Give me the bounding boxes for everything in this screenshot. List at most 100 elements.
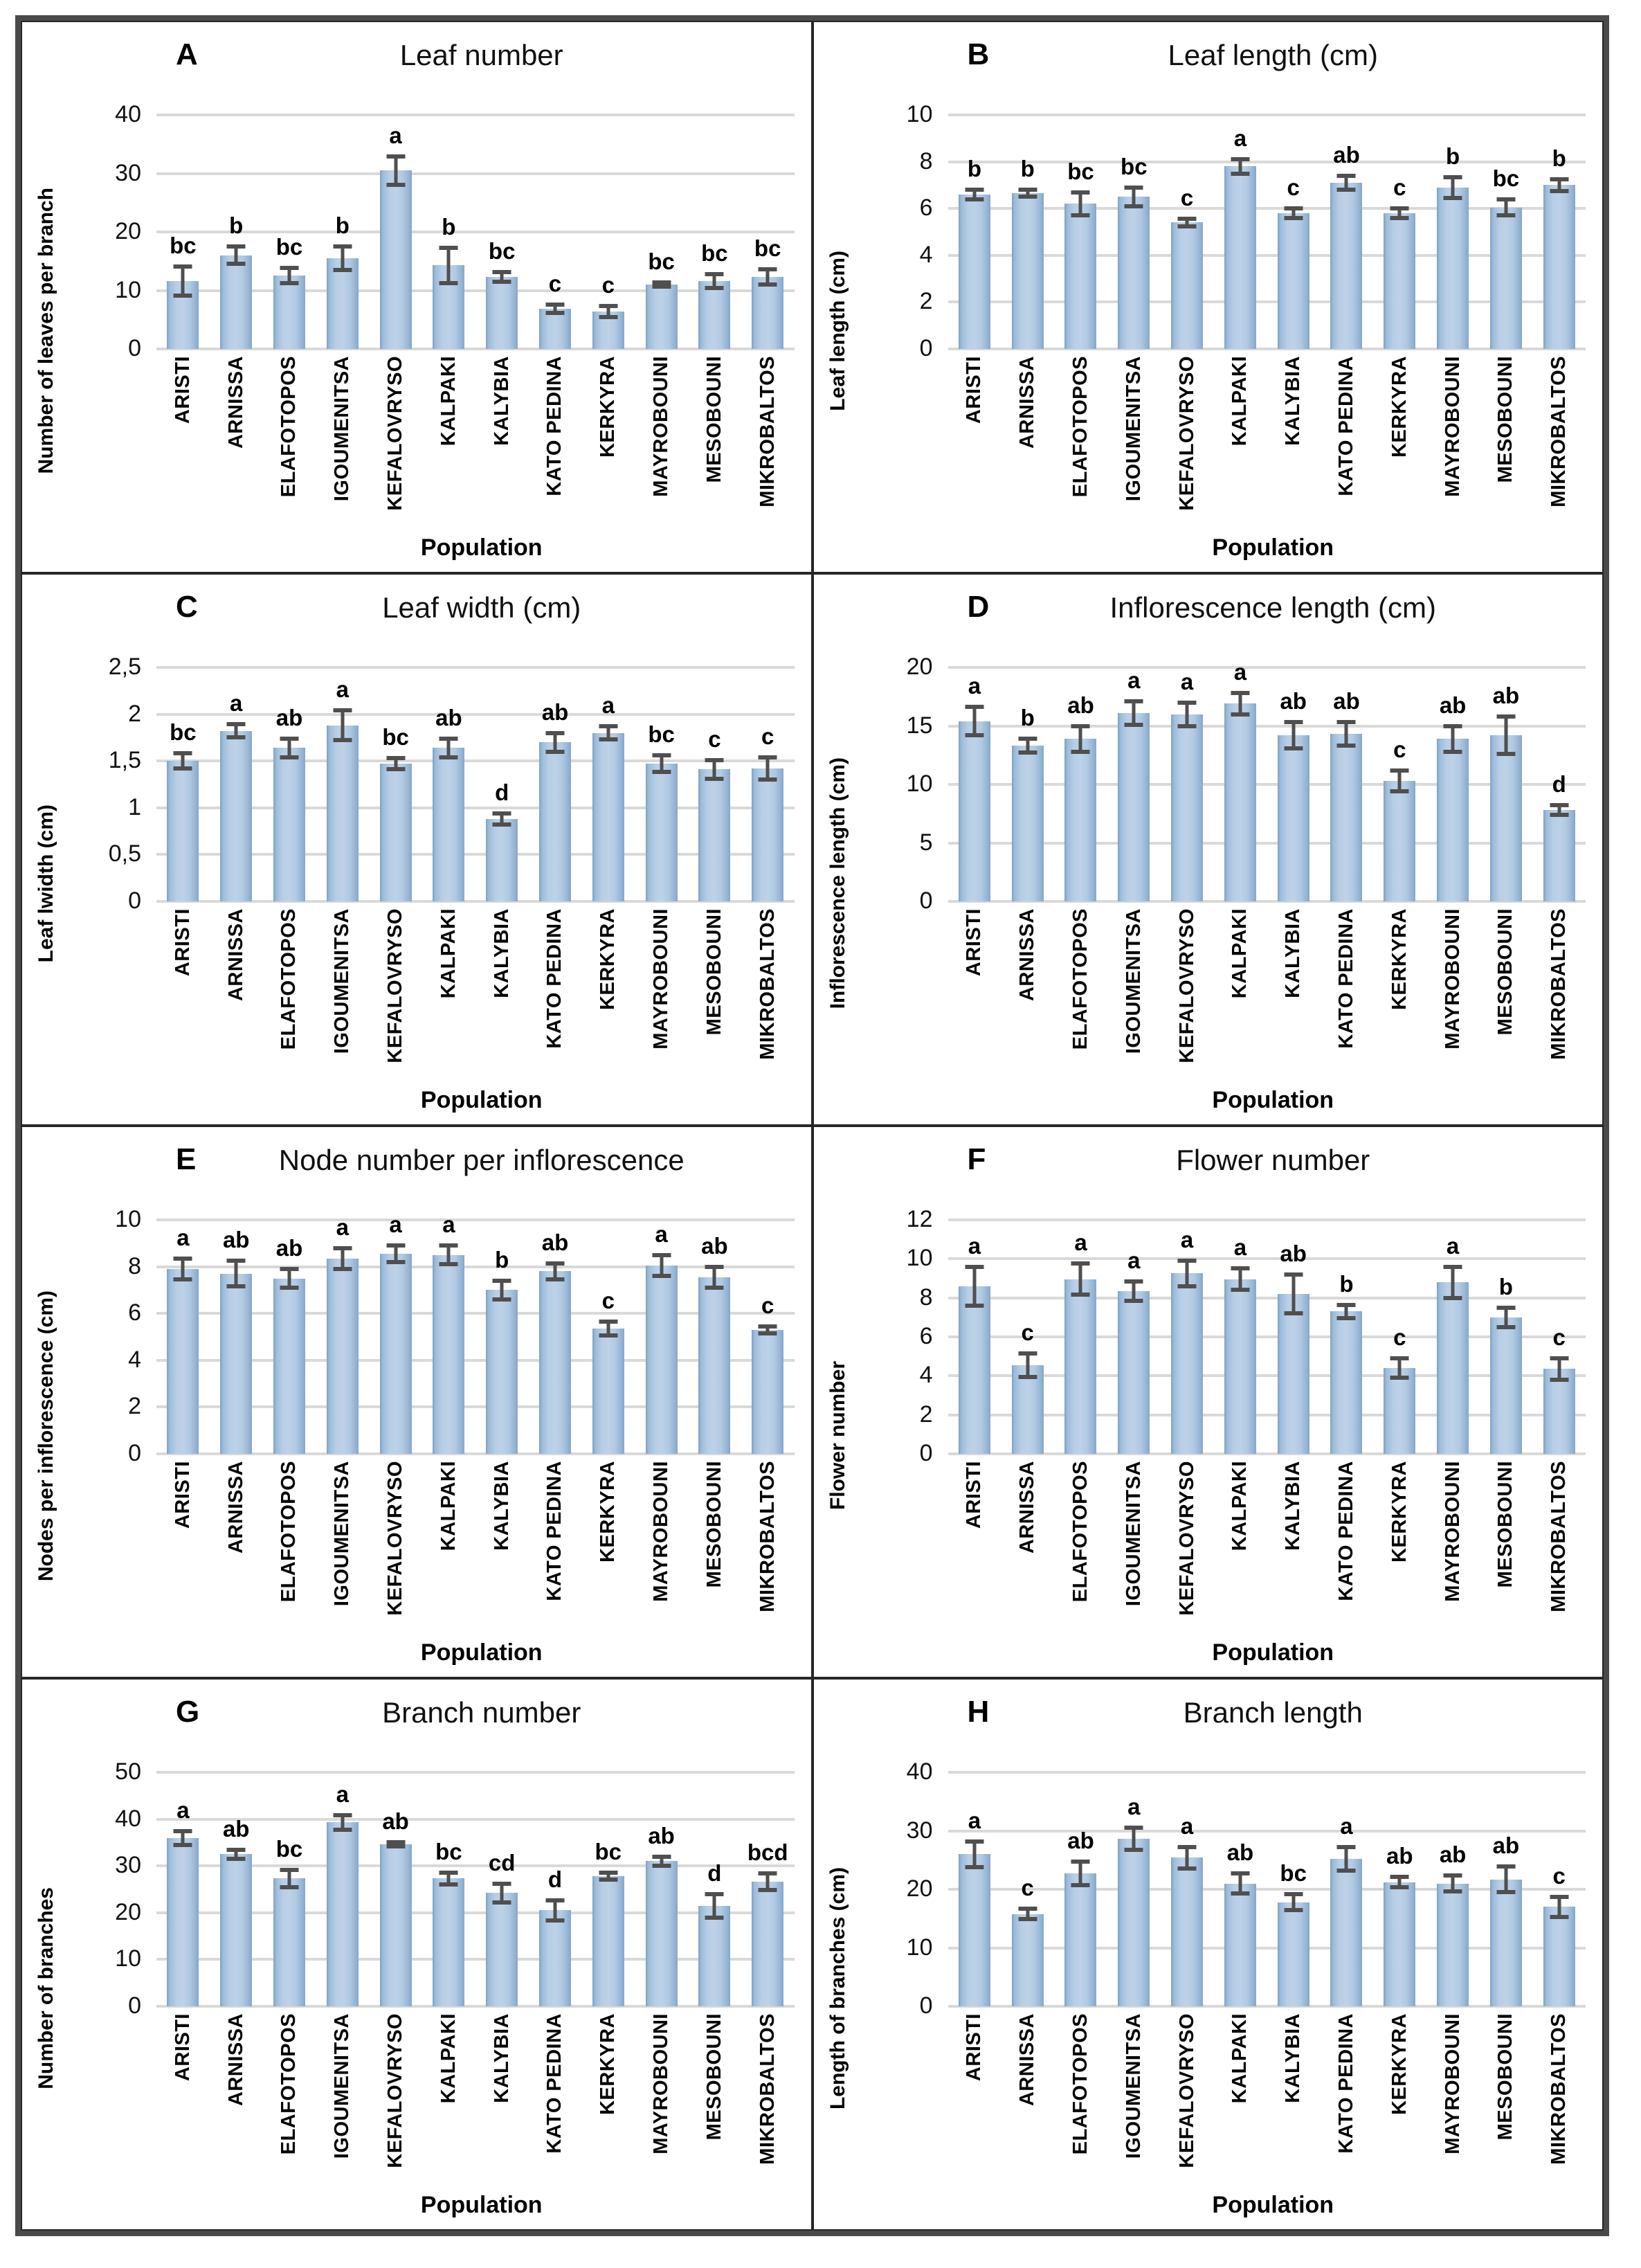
significance-letter: c [1393,174,1406,201]
bar-slot-mesobouni: bc [688,91,741,349]
bar-kerkyra [1384,213,1416,349]
x-tick-cell: KALPAKI [422,356,475,534]
gridline [156,666,795,669]
significance-letter: a [336,1781,349,1807]
error-bar [287,268,291,284]
bar-slot-kerkyra: bc [581,1749,635,2006]
significance-letter: ab [1439,1841,1467,1867]
significance-letter: b [1552,145,1566,171]
bar-slot-kerkyra: ab [1373,1749,1426,2006]
bar-kato-pedina [1330,183,1363,349]
significance-letter: c [1180,185,1194,211]
significance-letter: bc [754,235,781,262]
x-tick-label-elafotopos: ELAFOTOPOS [1069,1461,1091,1603]
error-bar-cap-top [226,1847,246,1852]
error-bar [234,246,238,264]
bar-mayrobouni [1437,1883,1469,2006]
error-bar-cap-top [1284,1272,1303,1277]
error-bar-cap-top [545,1261,565,1266]
bar-igoumenitsa [1118,197,1150,349]
error-bar-cap-bottom [599,737,618,742]
bar-slot-arnissa: c [1001,1196,1054,1454]
gridline [948,2005,1586,2008]
y-tick-label: 8 [919,147,933,174]
bar-mikrobaltos [1543,810,1575,901]
bar-mesobouni [1489,735,1522,901]
bar-igoumenitsa [326,1822,359,2006]
panel-body: Nodes per inflorescence (cm) 0 2 4 6 8 10 a ab ab… [26,1196,807,1675]
x-tick-label-mayrobouni: MAYROBOUNI [1441,356,1464,497]
y-axis-title: Number of leaves per branch [26,91,66,570]
x-tick-labels: ARISTI ARNISSA ELAFOTOPOS IGOUMENITSA KEFALO… [156,349,795,534]
significance-letter: c [548,270,562,296]
x-tick-labels: ARISTI ARNISSA ELAFOTOPOS IGOUMENITSA KEFALO… [156,901,795,1087]
error-bar [972,707,977,736]
error-bar [1026,1908,1030,1920]
significance-letter: a [968,1807,981,1833]
x-tick-label-kato-pedina: KATO PEDINA [543,356,566,496]
panel-header: F Flower number [948,1133,1599,1196]
bar-kerkyra [592,732,624,901]
error-bar [1132,187,1136,206]
error-bar-cap-top [173,1256,192,1261]
error-bar-cap-top [386,1243,406,1248]
bar-igoumenitsa [326,258,359,349]
y-axis-title-text: Number of leaves per branch [35,188,57,474]
gridline [156,114,795,116]
x-tick-label-kerkyra: KERKYRA [597,908,619,1010]
x-tick-cell: MIKROBALTOS [1532,908,1586,1087]
y-tick-label: 2,5 [108,654,141,680]
gridline [948,900,1586,903]
bar-kalybia [486,277,518,349]
significance-letter: bc [275,234,303,260]
bar-aristi [167,1837,199,2006]
bar-slot-mikrobaltos: bcd [741,1749,795,2006]
x-tick-cell: KATO PEDINA [1320,2013,1373,2192]
error-bar-cap-top [226,244,246,249]
error-bar [234,1261,238,1287]
significance-letter: b [967,156,981,182]
bars-container: a c ab a a ab bc a ab ab ab c [948,1749,1586,2006]
chart-title: Leaf number [399,39,563,71]
figure-grid: A Leaf number Number of leaves per branch 0… [15,15,1609,2236]
bar-kalybia [1277,1294,1309,1454]
x-tick-cell: IGOUMENITSA [1107,356,1161,534]
gridline [156,1358,795,1362]
error-bar-cap-top [1390,1356,1409,1360]
x-tick-label-mayrobouni: MAYROBOUNI [650,908,673,1050]
chart-title: Leaf width (cm) [382,591,581,624]
error-bar [500,1280,504,1299]
error-bar-cap-top [1390,1875,1409,1880]
error-bar-cap-top [439,245,458,250]
bar-kalybia [486,1290,518,1454]
error-bar-cap-top [545,1898,565,1902]
significance-letter: bc [1121,153,1148,179]
x-tick-cell: KATO PEDINA [529,2013,582,2192]
x-tick-label-mesobouni: MESOBOUNI [702,356,725,483]
error-bar-cap-bottom [492,279,511,284]
panel-body: Number of leaves per branch 0 10 20 30 40 bc b b… [26,91,807,570]
bar-mesobouni [698,1905,731,2006]
bar-slot-aristi: a [948,644,1001,901]
bar-slot-aristi: a [156,1749,210,2006]
error-bar [181,1258,185,1280]
bar-slot-kerkyra: a [581,644,635,901]
y-tick-label: 2 [919,1401,933,1428]
x-tick-cell: KALPAKI [422,908,475,1087]
error-bar-cap-top [439,1243,458,1248]
chart-panel-c: C Leaf width (cm) Leaf lwidth (cm) 0 0,5 1 1,5… [21,573,813,1126]
x-tick-cell: ARNISSA [210,356,263,534]
x-tick-label-mikrobaltos: MIKROBALTOS [756,356,779,507]
bar-slot-kerkyra: c [581,1196,635,1454]
bar-mikrobaltos [1543,1369,1575,1454]
y-tick-label: 40 [115,101,141,127]
x-tick-label-mikrobaltos: MIKROBALTOS [1548,2013,1570,2165]
significance-letter: d [547,1866,563,1892]
panel-letter: D [967,590,990,624]
significance-letter: bc [648,721,675,748]
x-tick-label-kefalovryso: KEFALOVRYSO [384,2013,407,2168]
x-tick-cell: KEFALOVRYSO [1161,908,1214,1087]
x-tick-cell: KATO PEDINA [529,356,582,534]
error-bar-cap-top [1231,691,1250,696]
error-bar-cap-bottom [1390,215,1409,220]
